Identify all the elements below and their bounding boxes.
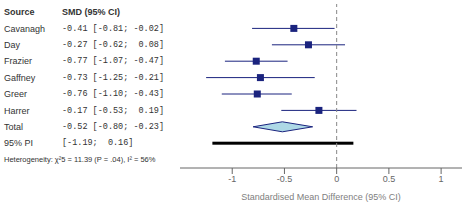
svg-text:Harrer: Harrer bbox=[8, 106, 30, 116]
svg-text:Source: Source bbox=[8, 7, 35, 17]
svg-text:Heterogeneity: χ²5 = 11.39 (P: Heterogeneity: χ²5 = 11.39 (P = .04), I²… bbox=[8, 155, 156, 164]
svg-text:[-1.19; 0.16]: [-1.19; 0.16] bbox=[62, 138, 133, 148]
svg-text:Gaffney: Gaffney bbox=[8, 73, 36, 83]
svg-text:95% PI: 95% PI bbox=[8, 138, 33, 148]
svg-text:SMD (95% CI): SMD (95% CI) bbox=[62, 7, 120, 17]
svg-text:0: 0 bbox=[334, 174, 339, 184]
svg-text:Day: Day bbox=[8, 40, 21, 50]
svg-text:Frazier: Frazier bbox=[8, 56, 32, 66]
svg-text:-0.73 [-1.25; -0.21]: -0.73 [-1.25; -0.21] bbox=[62, 73, 164, 83]
svg-text:-0.27 [-0.62; 0.08]: -0.27 [-0.62; 0.08] bbox=[62, 40, 164, 50]
svg-text:1: 1 bbox=[439, 174, 444, 184]
svg-text:0.5: 0.5 bbox=[383, 174, 396, 184]
svg-text:-0.17 [-0.53; 0.19]: -0.17 [-0.53; 0.19] bbox=[62, 106, 164, 116]
svg-text:-0.5: -0.5 bbox=[277, 174, 293, 184]
svg-text:Total: Total bbox=[8, 122, 23, 132]
svg-text:-0.77 [-1.07; -0.47]: -0.77 [-1.07; -0.47] bbox=[62, 56, 164, 66]
svg-text:Cavanagh: Cavanagh bbox=[8, 24, 45, 34]
svg-text:Standardised Mean Difference (: Standardised Mean Difference (95% CI) bbox=[241, 192, 400, 202]
svg-text:-0.41 [-0.81; -0.02]: -0.41 [-0.81; -0.02] bbox=[62, 24, 164, 34]
svg-text:-0.52 [-0.80; -0.23]: -0.52 [-0.80; -0.23] bbox=[62, 122, 164, 132]
svg-text:Greer: Greer bbox=[8, 89, 27, 99]
svg-text:-0.76 [-1.10; -0.43]: -0.76 [-1.10; -0.43] bbox=[62, 89, 164, 99]
svg-text:-1: -1 bbox=[228, 174, 236, 184]
